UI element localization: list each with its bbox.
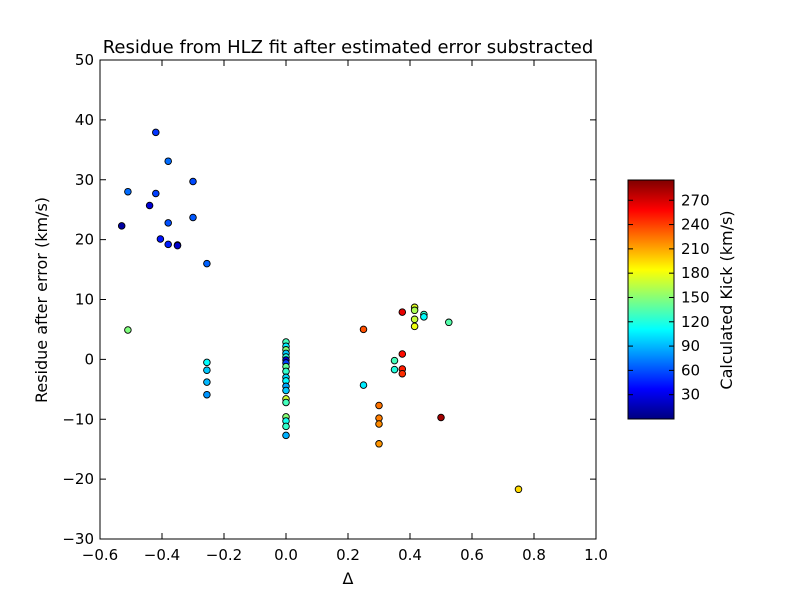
y-tick-label: 50 bbox=[75, 51, 94, 69]
data-point bbox=[156, 235, 165, 243]
x-tick-label: −0.6 bbox=[82, 546, 118, 564]
data-point bbox=[514, 485, 523, 494]
data-point bbox=[375, 401, 383, 410]
y-tick-label: 30 bbox=[75, 171, 94, 189]
data-point bbox=[437, 413, 445, 422]
data-point bbox=[398, 350, 407, 358]
x-tick-label: 0.0 bbox=[274, 546, 298, 564]
data-point bbox=[282, 422, 290, 431]
data-point bbox=[203, 259, 211, 268]
data-point bbox=[445, 318, 453, 327]
x-tick-label: 0.8 bbox=[522, 546, 546, 564]
y-tick-label: 0 bbox=[84, 350, 94, 368]
data-point bbox=[124, 187, 132, 196]
chart-title: Residue from HLZ fit after estimated err… bbox=[103, 37, 594, 58]
data-point bbox=[203, 390, 211, 399]
y-axis: −30 −20 −10 0 10 20 30 40 50 bbox=[62, 51, 596, 548]
x-tick-label: 0.4 bbox=[398, 546, 422, 564]
data-point bbox=[164, 157, 172, 165]
x-tick-label: 0.2 bbox=[336, 546, 360, 564]
colorbar-tick-label: 150 bbox=[681, 288, 710, 306]
data-point bbox=[152, 128, 160, 137]
data-point bbox=[203, 366, 211, 374]
data-point bbox=[282, 431, 290, 440]
x-tick-label: 0.6 bbox=[460, 546, 484, 564]
data-point bbox=[375, 440, 383, 448]
colorbar-tick-label: 180 bbox=[681, 264, 710, 282]
data-point bbox=[152, 189, 160, 198]
data-point bbox=[124, 326, 132, 334]
colorbar-tick-label: 270 bbox=[681, 191, 710, 209]
colorbar-tick-label: 210 bbox=[681, 240, 710, 258]
colorbar bbox=[627, 179, 675, 420]
y-tick-label: 20 bbox=[75, 231, 94, 249]
points-layer bbox=[117, 128, 523, 494]
data-point bbox=[282, 386, 290, 395]
colorbar-ticks: 30 60 90 120 150 180 210 240 270 bbox=[628, 191, 710, 404]
data-point bbox=[203, 358, 211, 367]
x-tick-label: 1.0 bbox=[584, 546, 608, 564]
y-tick-label: 10 bbox=[75, 291, 94, 309]
x-tick-label: −0.2 bbox=[206, 546, 242, 564]
data-point bbox=[173, 241, 182, 250]
colorbar-tick-label: 240 bbox=[681, 216, 710, 234]
data-point bbox=[410, 322, 419, 331]
data-point bbox=[410, 315, 419, 324]
y-tick-label: −30 bbox=[62, 530, 94, 548]
data-point bbox=[282, 398, 290, 407]
x-axis: −0.6 −0.4 −0.2 0.0 0.2 0.4 0.6 0.8 1.0 bbox=[82, 60, 608, 564]
data-point bbox=[420, 313, 428, 321]
colorbar-tick-label: 90 bbox=[681, 337, 700, 355]
colorbar-tick-label: 60 bbox=[681, 361, 700, 379]
data-point bbox=[145, 201, 154, 210]
data-point bbox=[203, 378, 211, 386]
data-point bbox=[189, 213, 197, 222]
y-axis-label: Residue after error (km/s) bbox=[32, 197, 51, 403]
data-point bbox=[398, 369, 407, 378]
x-axis-label: Δ bbox=[343, 569, 354, 588]
data-point bbox=[398, 308, 407, 316]
data-point bbox=[390, 356, 399, 365]
data-point bbox=[189, 177, 197, 186]
colorbar-tick-label: 30 bbox=[681, 386, 700, 404]
data-point bbox=[410, 306, 419, 315]
data-point bbox=[359, 325, 368, 334]
y-tick-label: −10 bbox=[62, 410, 94, 428]
data-point bbox=[390, 365, 399, 374]
colorbar-tick-label: 120 bbox=[681, 313, 710, 331]
y-tick-label: 40 bbox=[75, 111, 94, 129]
colorbar-label: Calculated Kick (km/s) bbox=[717, 210, 736, 389]
data-point bbox=[117, 222, 126, 230]
y-tick-label: −20 bbox=[62, 470, 94, 488]
data-point bbox=[164, 219, 172, 227]
data-point bbox=[359, 381, 368, 389]
data-point bbox=[375, 420, 383, 428]
x-tick-label: −0.4 bbox=[144, 546, 180, 564]
data-point bbox=[164, 240, 172, 249]
plot-frame bbox=[99, 59, 597, 540]
